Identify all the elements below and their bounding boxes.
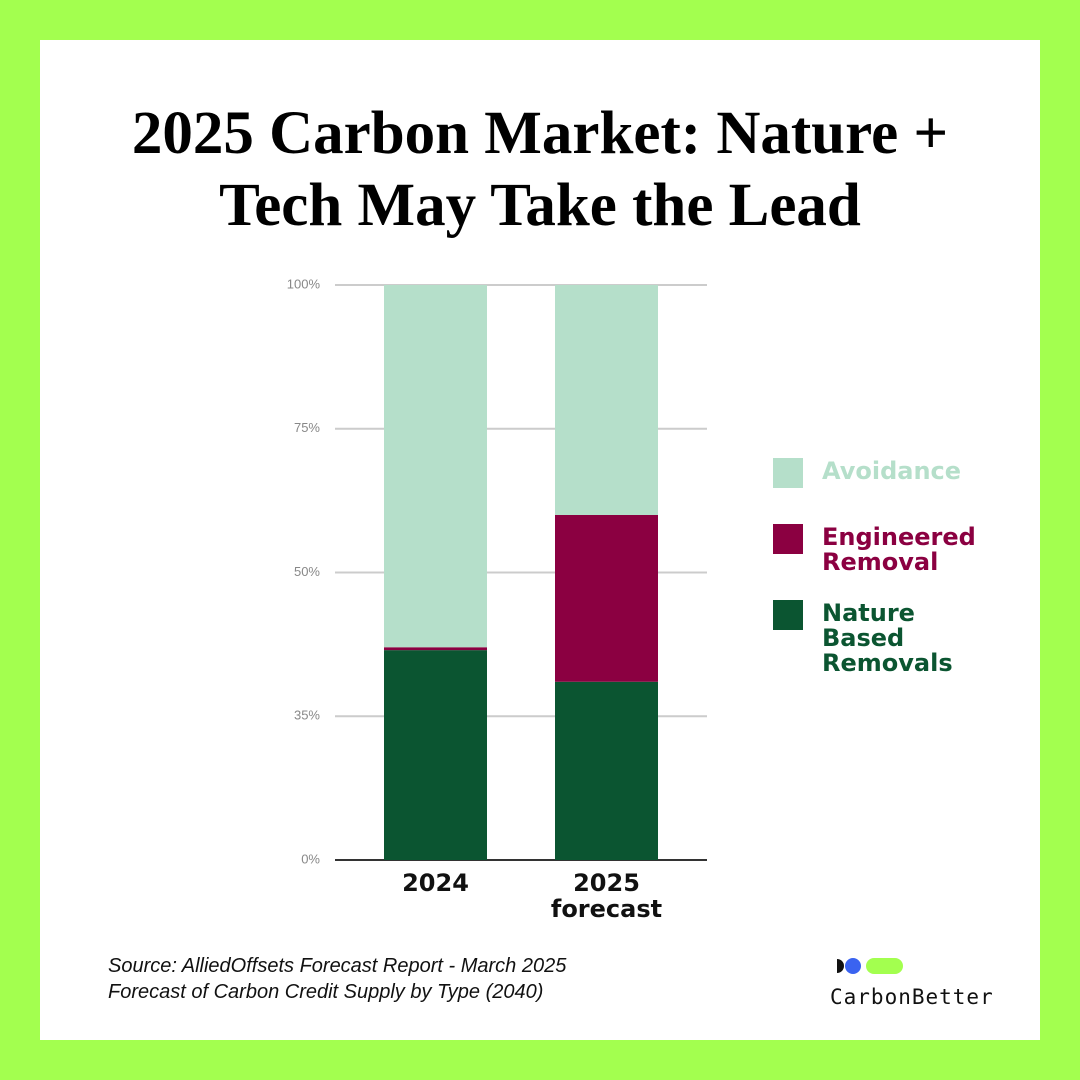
bar-segment	[384, 650, 487, 860]
y-tick-label: 50%	[294, 564, 320, 579]
bar-segment	[555, 285, 658, 515]
y-tick-label: 75%	[294, 420, 320, 435]
note: Forecast of Carbon Credit Supply by Type…	[108, 981, 544, 1003]
bar-segment	[384, 647, 487, 651]
logo-pill	[866, 958, 903, 974]
source-notes: Source: AlliedOffsets Forecast Report - …	[108, 953, 566, 1005]
y-tick-label: 0%	[301, 851, 320, 866]
panel	[40, 40, 1040, 1040]
bar-segment	[555, 681, 658, 860]
x-tick-label: 2025 forecast	[550, 869, 663, 923]
chart-title: 2025 Carbon Market: Nature + Tech May Ta…	[131, 100, 949, 239]
brand: CarbonBetter	[830, 985, 994, 1009]
legend-swatch	[773, 458, 803, 488]
note: Source: AlliedOffsets Forecast Report - …	[108, 955, 567, 977]
legend-swatch	[773, 600, 803, 630]
logo-dot	[845, 958, 861, 974]
bar-segment	[555, 515, 658, 682]
legend-label: Nature Based Removals	[822, 599, 953, 677]
legend-label: Avoidance	[822, 457, 962, 485]
y-tick-label: 100%	[287, 276, 321, 291]
legend-swatch	[773, 524, 803, 554]
logo-mask	[830, 958, 837, 974]
y-tick-label: 35%	[294, 708, 320, 723]
bar-segment	[384, 285, 487, 648]
x-tick-label: 2024	[402, 869, 469, 897]
legend-label: Engineered Removal	[822, 523, 976, 576]
